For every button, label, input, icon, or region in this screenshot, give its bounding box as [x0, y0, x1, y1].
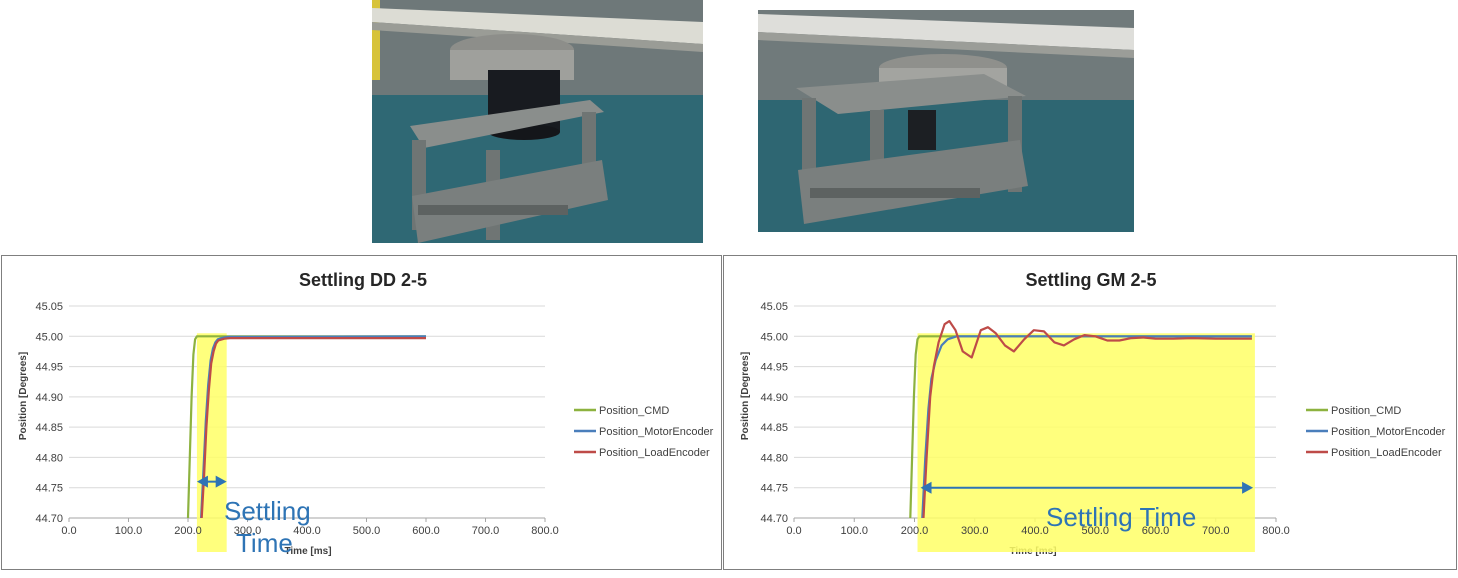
legend-label-position-motorencoder: Position_MotorEncoder	[599, 426, 714, 438]
x-tick-label: 0.0	[786, 525, 801, 537]
x-tick-label: 200.0	[901, 525, 929, 537]
y-tick-label: 44.85	[760, 422, 788, 434]
legend-label-position-cmd: Position_CMD	[1331, 405, 1401, 417]
series-line-position-loadencoder	[922, 319, 1252, 519]
legend-label-position-motorencoder: Position_MotorEncoder	[1331, 426, 1446, 438]
gear-motor-test-rig-photo	[758, 10, 1134, 232]
y-tick-label: 45.00	[35, 331, 63, 343]
y-tick-label: 44.85	[35, 422, 63, 434]
settling-time-annotation-line1: Settling	[224, 496, 311, 526]
arrow-head-left	[920, 481, 932, 494]
y-tick-label: 44.70	[35, 513, 63, 525]
x-tick-label: 700.0	[472, 525, 500, 537]
arrow-head-right	[215, 475, 227, 488]
series-line-position-cmd	[909, 335, 1252, 519]
series-line-position-cmd	[186, 335, 426, 519]
x-tick-label: 500.0	[1081, 525, 1109, 537]
settling-gm-chart-panel: Settling GM 2-5 Position [Degrees] Time …	[723, 255, 1457, 570]
legend-label-position-loadencoder: Position_LoadEncoder	[1331, 447, 1442, 459]
legend-label-position-loadencoder: Position_LoadEncoder	[599, 447, 710, 459]
x-tick-label: 400.0	[1021, 525, 1049, 537]
x-tick-label: 800.0	[531, 525, 559, 537]
x-tick-label: 200.0	[174, 525, 202, 537]
x-tick-label: 300.0	[234, 525, 262, 537]
arrow-head-right	[1242, 481, 1254, 494]
y-axis-label: Position [Degrees]	[18, 352, 29, 440]
y-tick-label: 44.90	[760, 392, 788, 404]
chart-title: Settling DD 2-5	[299, 270, 427, 290]
y-tick-label: 44.95	[760, 362, 788, 374]
legend-label-position-cmd: Position_CMD	[599, 405, 669, 417]
x-tick-label: 600.0	[1142, 525, 1170, 537]
x-tick-label: 100.0	[840, 525, 868, 537]
settling-time-annotation-line2: Time	[236, 528, 293, 558]
x-tick-label: 100.0	[115, 525, 143, 537]
chart-title: Settling GM 2-5	[1025, 270, 1156, 290]
x-tick-label: 500.0	[353, 525, 381, 537]
y-tick-label: 45.05	[760, 301, 788, 313]
settling-dd-chart-panel: Settling DD 2-5 Position [Degrees] Time …	[1, 255, 722, 570]
y-tick-label: 44.75	[760, 483, 788, 495]
y-tick-label: 44.90	[35, 392, 63, 404]
settling-region-highlight	[917, 333, 1255, 552]
series-line-position-loadencoder	[200, 336, 426, 519]
y-tick-label: 44.95	[35, 362, 63, 374]
y-tick-label: 45.05	[35, 301, 63, 313]
y-axis-label: Position [Degrees]	[740, 352, 751, 440]
y-tick-label: 44.75	[35, 483, 63, 495]
settling-dd-chart: Settling DD 2-5 Position [Degrees] Time …	[18, 270, 714, 558]
x-tick-label: 600.0	[412, 525, 440, 537]
y-tick-label: 45.00	[760, 331, 788, 343]
y-tick-label: 44.80	[760, 452, 788, 464]
series-line-position-motorencoder	[921, 335, 1252, 519]
arrow-head-left	[196, 475, 208, 488]
x-tick-label: 400.0	[293, 525, 321, 537]
settling-time-annotation: Settling Time	[1046, 502, 1196, 532]
x-tick-label: 0.0	[61, 525, 76, 537]
x-tick-label: 800.0	[1262, 525, 1290, 537]
settling-gm-chart: Settling GM 2-5 Position [Degrees] Time …	[740, 270, 1446, 557]
x-axis-label: Time [ms]	[284, 546, 331, 557]
y-tick-label: 44.70	[760, 513, 788, 525]
y-tick-label: 44.80	[35, 452, 63, 464]
x-tick-label: 700.0	[1202, 525, 1230, 537]
x-tick-label: 300.0	[961, 525, 989, 537]
direct-drive-test-rig-photo	[372, 0, 703, 243]
